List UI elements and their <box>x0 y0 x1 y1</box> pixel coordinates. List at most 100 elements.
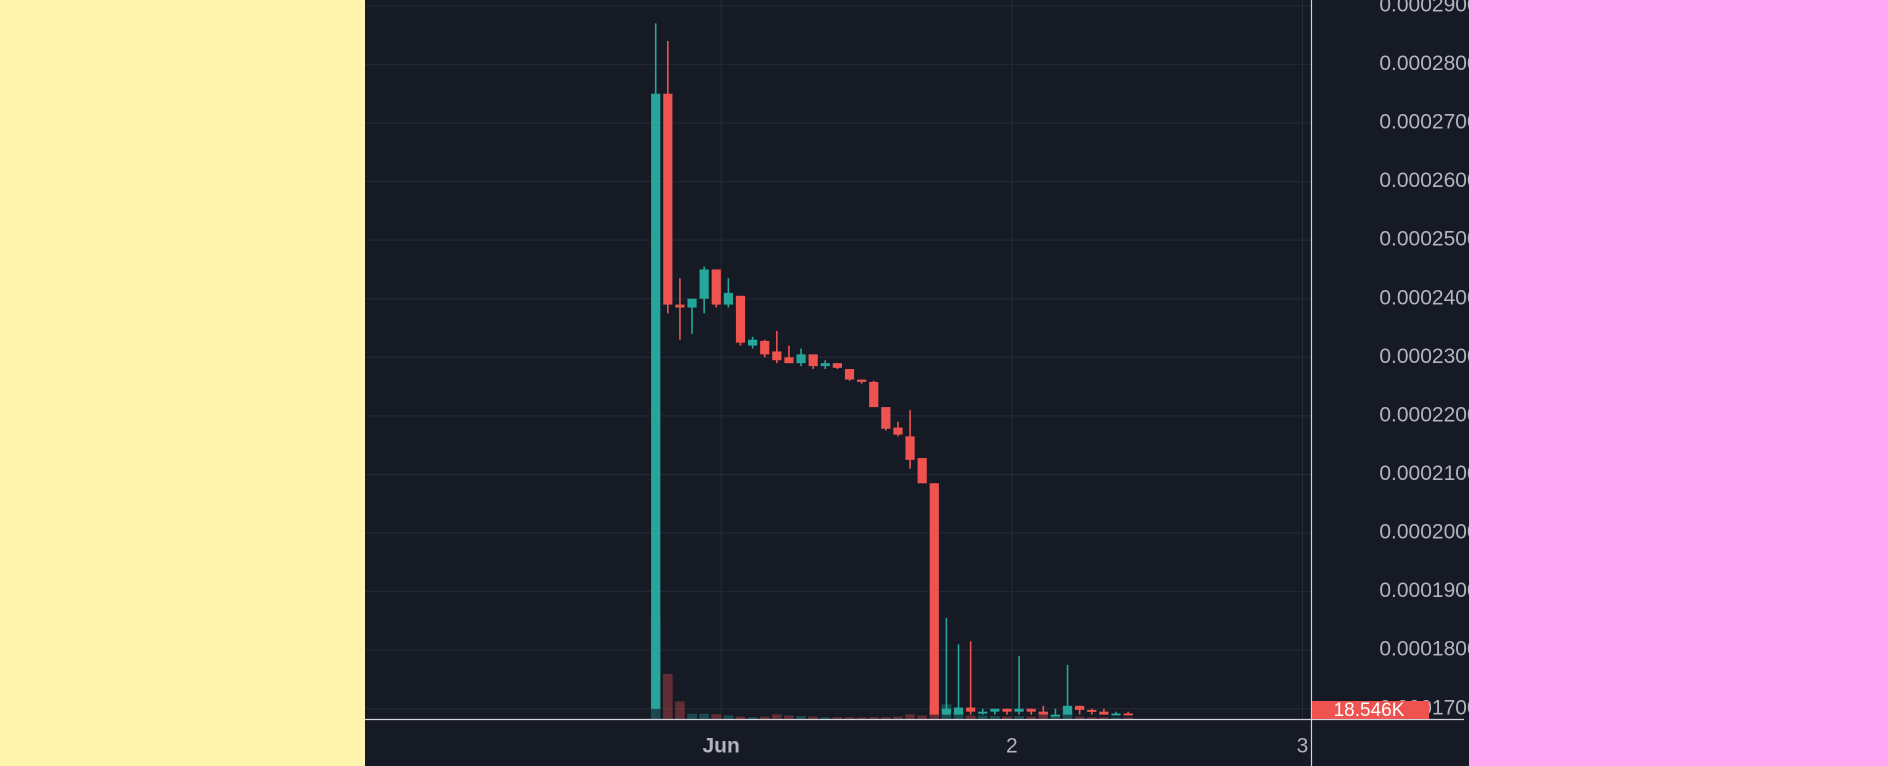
y-tick-label: 0.0002000 <box>1379 521 1469 544</box>
candle-body <box>857 379 867 382</box>
chart-canvas[interactable]: 0.00017000.00018000.00019000.00020000.00… <box>365 0 1469 766</box>
volume-bar <box>990 716 1000 719</box>
volume-bar <box>1002 716 1012 719</box>
candle-body <box>929 483 939 715</box>
candle-body <box>905 436 915 460</box>
candle-body <box>953 707 964 715</box>
volume-bar <box>856 717 867 719</box>
x-tick-label: 2 <box>1006 735 1018 758</box>
volume-bar <box>771 714 782 719</box>
volume-bar <box>953 711 964 719</box>
candle-body <box>1026 708 1036 712</box>
y-tick-label: 0.0002300 <box>1379 345 1469 368</box>
candle-body <box>990 708 1000 712</box>
candle-body <box>1002 708 1012 712</box>
candle-body <box>1087 709 1097 712</box>
candle-body <box>893 427 903 435</box>
volume-bar <box>1062 711 1073 719</box>
candle-body <box>844 369 855 380</box>
volume-bar <box>675 701 685 719</box>
candle-body <box>772 351 782 361</box>
volume-bar <box>747 717 758 719</box>
candle-body <box>784 357 794 364</box>
volume-bar <box>759 716 770 719</box>
x-tick-label: 3 <box>1297 735 1309 758</box>
left-side-panel <box>0 0 365 766</box>
volume-bar <box>1038 714 1049 719</box>
volume-bar <box>977 715 988 719</box>
y-tick-label: 0.0002600 <box>1379 169 1469 192</box>
candle-body <box>869 381 879 408</box>
volume-bar <box>893 716 903 719</box>
volume-bar <box>832 717 843 719</box>
volume-bar <box>1099 717 1109 719</box>
volume-bar <box>735 716 746 719</box>
volume-bar <box>881 717 891 719</box>
y-tick-label: 0.0001900 <box>1379 579 1469 602</box>
volume-badge-label: 18.546K <box>1334 700 1405 721</box>
volume-bar <box>711 714 722 719</box>
candle-body <box>796 354 806 364</box>
volume-bar <box>662 673 673 719</box>
volume-bar <box>868 717 879 719</box>
y-tick-label: 0.0001800 <box>1379 638 1469 661</box>
candle-body <box>760 340 770 355</box>
candle-body <box>687 298 697 308</box>
candle-body <box>917 458 927 484</box>
candle-body <box>881 407 891 429</box>
volume-bar <box>808 716 819 719</box>
volume-bar <box>796 716 806 719</box>
volume-bar <box>820 717 831 719</box>
volume-bars <box>650 619 1133 719</box>
candlestick-chart[interactable]: 0.00017000.00018000.00019000.00020000.00… <box>365 0 1469 766</box>
volume-bar <box>1050 716 1061 719</box>
candle-body <box>1123 713 1133 716</box>
x-tick-label: Jun <box>702 735 739 758</box>
volume-bar <box>723 715 734 719</box>
candle-body <box>1038 711 1048 715</box>
volume-bar <box>1026 716 1037 719</box>
candle-body <box>978 711 988 714</box>
candle-body <box>1075 705 1085 710</box>
volume-bar <box>905 714 915 719</box>
right-side-panel <box>1469 0 1888 766</box>
volume-bar <box>784 715 794 719</box>
volume-bar <box>1111 717 1121 719</box>
volume-bar <box>1123 717 1133 719</box>
candle-body <box>832 363 842 368</box>
volume-bar <box>1014 716 1024 719</box>
candle-body <box>1050 714 1061 717</box>
candle-body <box>1111 713 1121 716</box>
y-tick-label: 0.0002500 <box>1379 228 1469 251</box>
grid-lines <box>365 0 1311 719</box>
candle-body <box>663 93 673 305</box>
candle-body <box>748 339 758 346</box>
candles <box>651 23 1133 717</box>
y-tick-label: 0.0002900 <box>1379 0 1469 16</box>
volume-badge <box>1312 701 1429 719</box>
volume-bar <box>699 713 709 719</box>
candle-body <box>1014 708 1024 712</box>
volume-bar <box>1074 716 1085 719</box>
candle-body <box>808 354 818 367</box>
axes: 0.00017000.00018000.00019000.00020000.00… <box>365 0 1469 766</box>
candle-body <box>675 304 685 308</box>
candle-body <box>820 363 830 367</box>
y-tick-label: 0.0002700 <box>1379 111 1469 134</box>
volume-bar <box>917 715 928 719</box>
y-tick-label: 0.0002200 <box>1379 403 1469 426</box>
candle-body <box>735 295 746 343</box>
volume-bar <box>844 717 855 719</box>
y-tick-label: 0.0002100 <box>1379 462 1469 485</box>
y-tick-label: 0.0002800 <box>1379 52 1469 75</box>
candle-body <box>711 269 721 305</box>
volume-bar <box>1086 717 1097 719</box>
y-tick-label: 0.0002400 <box>1379 286 1469 309</box>
candle-body <box>966 707 976 712</box>
candle-body <box>941 708 952 715</box>
candle-body <box>1062 705 1073 715</box>
candle-body <box>1099 711 1109 715</box>
volume-bar <box>965 715 976 719</box>
volume-bar <box>687 713 697 719</box>
candle-body <box>699 269 709 299</box>
